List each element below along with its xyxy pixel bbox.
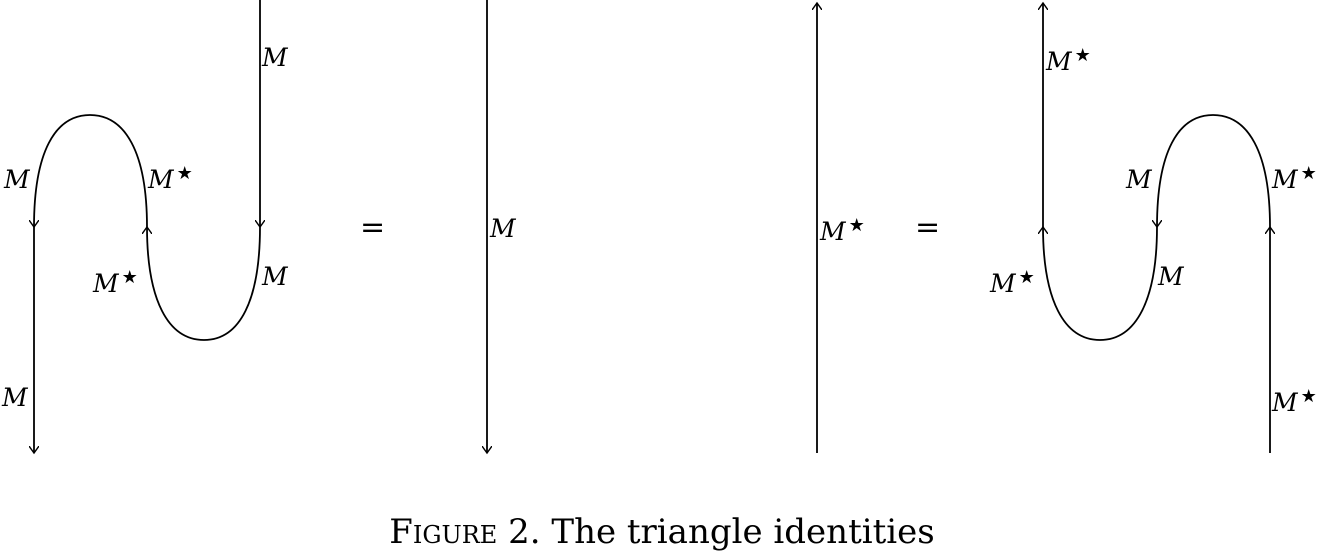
- label-mstar-cup-left-right: M ★: [989, 267, 1035, 298]
- right-snake-cup: [1043, 227, 1158, 341]
- label-mstar-cap-right: M ★: [147, 163, 193, 194]
- figure-number: Figure 2.: [389, 512, 541, 552]
- label-m-cap-left-right: M: [1125, 165, 1153, 194]
- figure-caption-text: The triangle identities: [551, 512, 935, 552]
- triangle-identities-diagram: M M M ★ M ★ M M = M M ★ = M ★ M M ★ M ★ M M ★: [1, 0, 1317, 505]
- label-mstar-cup-left: M ★: [92, 267, 138, 298]
- label-m-cap-left: M: [3, 165, 31, 194]
- left-snake-cap: [34, 114, 148, 227]
- label-mstar-bottom-right: M ★: [1271, 386, 1317, 417]
- label-m-top-right: M: [261, 43, 289, 72]
- identity-wire-m: M: [487, 0, 517, 453]
- label-mstar-top-left: M ★: [1045, 45, 1091, 76]
- label-mstar-cap-right-right: M ★: [1271, 163, 1317, 194]
- equals-sign-right: =: [915, 210, 940, 245]
- right-snake-diagram: M ★ M M ★ M ★ M M ★: [989, 3, 1317, 453]
- equals-sign-left: =: [360, 210, 385, 245]
- left-snake-diagram: M M M ★ M ★ M M: [1, 0, 289, 453]
- identity-wire-mstar: M ★: [817, 3, 865, 453]
- label-mstar-straight: M ★: [819, 215, 865, 246]
- figure-caption: Figure 2. The triangle identities: [0, 512, 1324, 552]
- label-m-straight: M: [489, 214, 517, 243]
- left-snake-cup: [147, 227, 261, 341]
- right-snake-cap: [1157, 114, 1271, 227]
- label-m-cup-right-right: M: [1157, 262, 1185, 291]
- label-m-bottom-left: M: [1, 383, 29, 412]
- label-m-cup-right: M: [261, 262, 289, 291]
